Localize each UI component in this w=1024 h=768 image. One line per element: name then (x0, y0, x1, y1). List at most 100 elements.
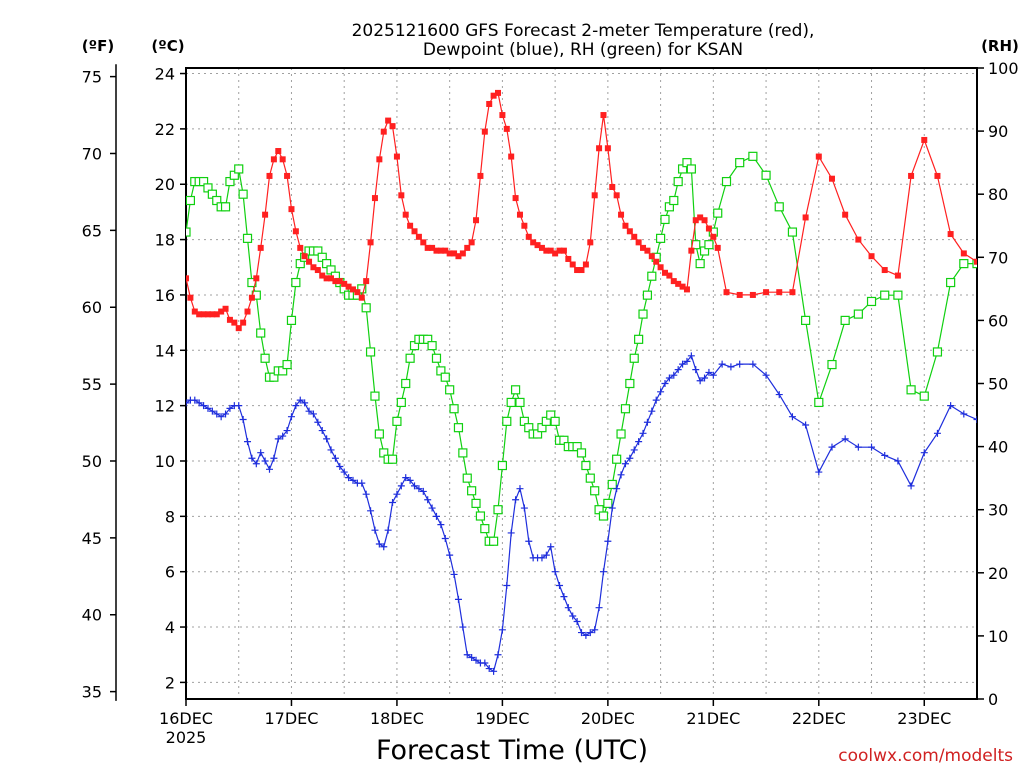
temperature-point (270, 156, 277, 163)
dewpoint-point (257, 449, 265, 457)
fahrenheit-tick-label: 40 (82, 606, 102, 625)
dewpoint-point (788, 413, 796, 421)
chart-title-line-1: 2025121600 GFS Forecast 2-meter Temperat… (352, 21, 815, 41)
temperature-point (574, 267, 581, 274)
dewpoint-point (318, 427, 326, 435)
dewpoint-point (881, 451, 889, 459)
dewpoint-point (389, 499, 397, 507)
plot-frame (185, 67, 978, 700)
temperature-point (288, 206, 295, 213)
temperature-point (284, 172, 291, 179)
dewpoint-point (314, 418, 322, 426)
temperature-point (345, 283, 352, 290)
dewpoint-point (305, 407, 313, 415)
dewpoint-point (573, 618, 581, 626)
dewpoint-point (604, 537, 612, 545)
temperature-point (376, 156, 383, 163)
dewpoint-point (340, 468, 348, 476)
temperature-point (499, 112, 506, 119)
rh-point (370, 391, 380, 401)
temperature-series (186, 89, 977, 332)
fahrenheit-tick-label: 50 (82, 452, 102, 471)
dewpoint-point (512, 496, 520, 504)
temperature-point (218, 308, 225, 315)
fahrenheit-tick-label: 75 (82, 68, 102, 87)
dewpoint-point (973, 415, 977, 423)
rh-point (392, 416, 402, 426)
dewpoint-point (670, 371, 678, 379)
time-tick-label: 18DEC (370, 709, 424, 728)
temperature-point (424, 244, 431, 251)
rh-point (396, 397, 406, 408)
rh-point (893, 290, 903, 300)
dewpoint-point (384, 526, 392, 534)
temperature-point (547, 247, 554, 254)
rh-point (906, 385, 916, 395)
x-axis-label: Forecast Time (UTC) (376, 735, 648, 766)
dewpoint-point (894, 457, 902, 465)
fahrenheit-axis: 35 40 45 50 55 60 65 70 75 (82, 64, 117, 702)
dewpoint-point (468, 653, 476, 661)
temperature-point (420, 239, 427, 246)
temperature-point (723, 289, 730, 296)
rh-point (581, 460, 591, 471)
dewpoint-point (239, 415, 247, 423)
temperature-point (714, 244, 721, 251)
temperature-point (222, 305, 229, 312)
fahrenheit-tick-label: 45 (82, 529, 102, 548)
rh-line (186, 155, 977, 542)
celsius-tick-label: 2 (165, 673, 175, 692)
temperature-point (622, 222, 629, 229)
temperature-point (464, 244, 471, 251)
time-tick-label: 23DEC (897, 709, 951, 728)
dewpoint-point (652, 396, 660, 404)
dewpoint-point (419, 487, 427, 495)
rh-point (365, 347, 376, 357)
rh-point (880, 290, 890, 300)
rh-point (673, 176, 683, 187)
dewpoint-point (569, 612, 577, 620)
temperature-point (455, 253, 462, 260)
temperature-point (609, 184, 616, 191)
rh-point (713, 208, 723, 218)
right-axis-rh-label: (RH) (981, 37, 1019, 55)
temperature-point (367, 239, 374, 246)
rh-point (620, 404, 631, 414)
temperature-point (560, 247, 567, 254)
dewpoint-point (490, 667, 498, 675)
dewpoint-point (507, 529, 515, 537)
rh-point (866, 296, 877, 307)
rh-point (814, 397, 824, 408)
temperature-point (279, 156, 286, 163)
dewpoint-point (424, 496, 432, 504)
temperature-point (670, 278, 677, 285)
temperature-point (640, 244, 647, 251)
rh-point (282, 359, 292, 370)
dewpoint-point (362, 490, 370, 498)
rh-point (585, 473, 595, 483)
rh-point (453, 423, 464, 433)
rh-tick-label: 100 (988, 59, 1019, 78)
fahrenheit-tick-label: 55 (82, 375, 102, 394)
dewpoint-point (775, 391, 783, 399)
dewpoint-point (345, 474, 353, 482)
celsius-tick-label: 20 (155, 175, 175, 194)
dewpoint-point (437, 521, 445, 529)
rh-point (946, 277, 956, 288)
fahrenheit-tick-label: 65 (82, 221, 102, 240)
temperature-point (908, 172, 915, 179)
rh-point (186, 195, 195, 206)
rh-point (607, 479, 617, 490)
rh-point (761, 170, 771, 180)
dewpoint-point (987, 413, 994, 420)
dewpoint-point (292, 402, 300, 410)
dewpoint-point (371, 526, 379, 534)
rh-point (502, 416, 512, 426)
temperature-line (186, 91, 977, 330)
temperature-point (328, 275, 335, 282)
rh-point (827, 359, 837, 370)
rh-point (242, 233, 253, 243)
temperature-point (319, 272, 326, 279)
